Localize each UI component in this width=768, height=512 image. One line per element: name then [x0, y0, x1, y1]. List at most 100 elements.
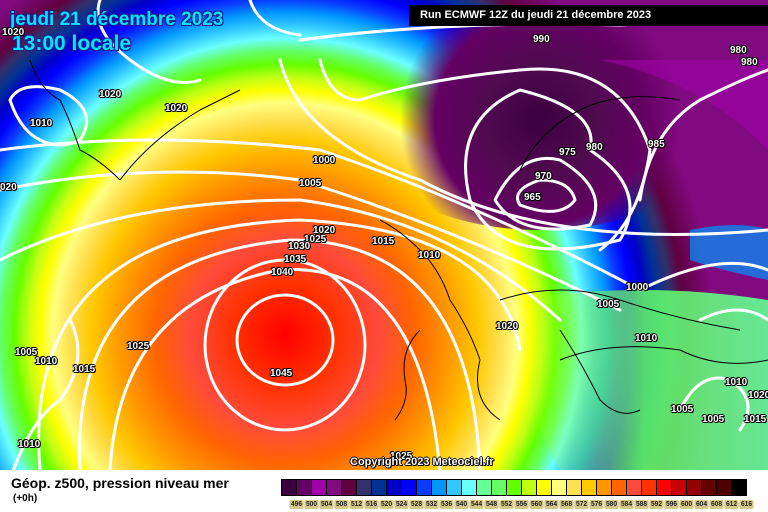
- isobar-label: 1010: [30, 118, 53, 129]
- scale-swatch: [477, 480, 492, 495]
- scale-label: 548: [484, 500, 499, 509]
- scale-label: 604: [694, 500, 709, 509]
- isobar-label: 1010: [35, 356, 58, 367]
- scale-label: 572: [574, 500, 589, 509]
- isobar-label: 1020: [496, 321, 519, 332]
- isobar-label: 1015: [73, 364, 96, 375]
- copyright-notice: Copyright 2023 Meteociel.fr: [350, 456, 494, 468]
- isobar-label: 1020: [99, 89, 122, 100]
- isobar-label: 1025: [127, 341, 150, 352]
- isobar-label: 1025: [304, 234, 327, 245]
- scale-swatch: [642, 480, 657, 495]
- scale-label: 536: [439, 500, 454, 509]
- scale-swatch: [687, 480, 702, 495]
- scale-label: 592: [649, 500, 664, 509]
- scale-label: 544: [469, 500, 484, 509]
- isobar-label: 970: [535, 171, 552, 182]
- scale-label: 608: [709, 500, 724, 509]
- legend-title: Géop. z500, pression niveau mer: [11, 475, 229, 491]
- scale-swatch: [582, 480, 597, 495]
- scale-swatch: [507, 480, 522, 495]
- scale-swatch: [627, 480, 642, 495]
- isobar-label: 1015: [744, 414, 767, 425]
- scale-label: 600: [679, 500, 694, 509]
- scale-label: 528: [409, 500, 424, 509]
- scale-label: 564: [544, 500, 559, 509]
- scale-label: 584: [619, 500, 634, 509]
- scale-swatch: [387, 480, 402, 495]
- scale-swatch: [537, 480, 552, 495]
- scale-swatch: [342, 480, 357, 495]
- scale-label: 552: [499, 500, 514, 509]
- scale-label: 540: [454, 500, 469, 509]
- scale-swatch: [612, 480, 627, 495]
- scale-swatch: [447, 480, 462, 495]
- isobar-label: 1030: [288, 241, 311, 252]
- isobar-label: 1010: [635, 333, 658, 344]
- scale-swatch: [702, 480, 717, 495]
- isobar-label: 1020: [748, 390, 768, 401]
- scale-label: 588: [634, 500, 649, 509]
- scale-label: 580: [604, 500, 619, 509]
- forecast-time: 13:00 locale: [12, 32, 132, 55]
- scale-label: 496: [289, 500, 304, 509]
- scale-swatch: [417, 480, 432, 495]
- isobar-label: 1000: [313, 155, 336, 166]
- scale-label: 524: [394, 500, 409, 509]
- scale-label: 520: [379, 500, 394, 509]
- isobar-label: 1005: [671, 404, 694, 415]
- scale-swatch: [327, 480, 342, 495]
- isobar-label: 990: [533, 34, 550, 45]
- isobar-label: 980: [586, 142, 603, 153]
- scale-label: 576: [589, 500, 604, 509]
- isobar-label: 1005: [15, 347, 38, 358]
- isobar-label: 975: [559, 147, 576, 158]
- isobar-label: 965: [524, 192, 541, 203]
- scale-label: 556: [514, 500, 529, 509]
- scale-label: 504: [319, 500, 334, 509]
- scale-swatch: [732, 480, 746, 495]
- scale-swatch: [552, 480, 567, 495]
- scale-swatch: [717, 480, 732, 495]
- scale-swatch: [312, 480, 327, 495]
- scale-swatch: [432, 480, 447, 495]
- scale-swatch: [462, 480, 477, 495]
- isobar-label: 980: [741, 57, 758, 68]
- scale-swatch: [567, 480, 582, 495]
- isobar-label: 1035: [284, 254, 307, 265]
- legend-lead-time: (+0h): [13, 493, 38, 504]
- color-scale-labels: 496 500 504 508 512 516 520 524 528 532 536 540 544 5…: [289, 500, 754, 509]
- scale-label: 596: [664, 500, 679, 509]
- scale-swatch: [357, 480, 372, 495]
- scale-swatch: [657, 480, 672, 495]
- forecast-date: jeudi 21 décembre 2023: [10, 9, 224, 30]
- scale-label: 512: [349, 500, 364, 509]
- scale-swatch: [297, 480, 312, 495]
- weather-map: [0, 0, 768, 470]
- scale-label: 560: [529, 500, 544, 509]
- isobar-label: 1015: [372, 236, 395, 247]
- scale-label: 500: [304, 500, 319, 509]
- isobar-label: 1010: [725, 377, 748, 388]
- isobar-label: 1010: [418, 250, 441, 261]
- isobar-label: 980: [730, 45, 747, 56]
- isobar-label: 1000: [626, 282, 649, 293]
- scale-label: 532: [424, 500, 439, 509]
- isobar-label: 1005: [702, 414, 725, 425]
- isobar-label: 1025: [390, 451, 413, 462]
- scale-swatch: [522, 480, 537, 495]
- scale-swatch: [597, 480, 612, 495]
- scale-label: 516: [364, 500, 379, 509]
- isobar-label: 1020: [313, 225, 336, 236]
- color-scale: [281, 479, 747, 496]
- isobar-label: 1020: [2, 27, 25, 38]
- isobar-label: 1045: [270, 368, 293, 379]
- scale-swatch: [282, 480, 297, 495]
- isobar-label: 020: [0, 182, 17, 193]
- isobar-label: 985: [648, 139, 665, 150]
- isobar-label: 1040: [271, 267, 294, 278]
- isobar-label: 1005: [597, 299, 620, 310]
- isobar-label: 1010: [18, 439, 41, 450]
- scale-label: 568: [559, 500, 574, 509]
- scale-label: 508: [334, 500, 349, 509]
